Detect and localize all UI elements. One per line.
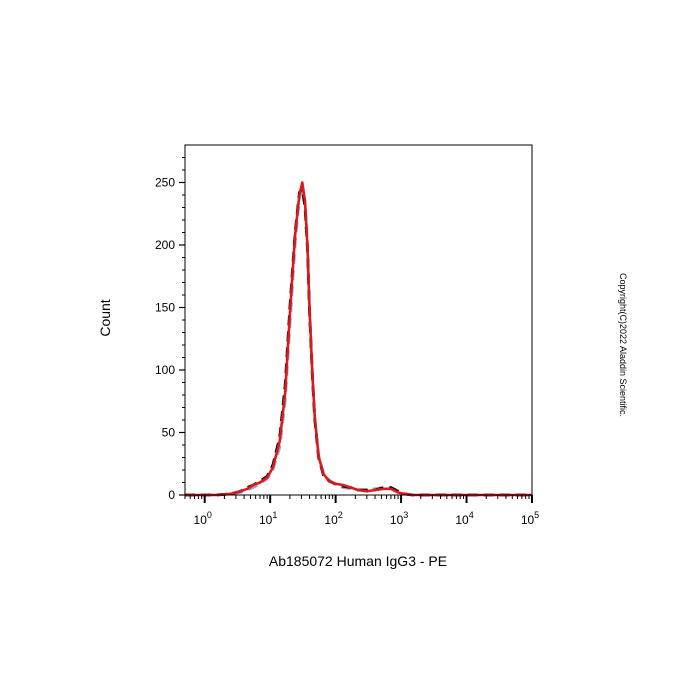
- x-tick-label: 101: [259, 510, 277, 527]
- y-tick-label: 50: [162, 426, 176, 440]
- x-tick-label: 103: [390, 510, 408, 527]
- x-tick-label: 104: [455, 510, 473, 527]
- series-lines: [185, 181, 532, 497]
- y-tick-label: 0: [168, 488, 175, 502]
- series-line-2: [185, 187, 532, 497]
- x-tick-label: 105: [521, 510, 539, 527]
- series-line-3: [185, 181, 532, 497]
- y-tick-label: 250: [155, 176, 175, 190]
- x-tick-label: 102: [324, 510, 342, 527]
- y-tick-label: 200: [155, 238, 175, 252]
- y-axis-title: Count: [97, 299, 113, 336]
- x-axis: 100 101 102 103 104 105: [184, 495, 539, 527]
- series-line-1: [185, 187, 532, 497]
- copyright-text: Copyright(C)2022 Aladdin Scientific.: [618, 273, 628, 417]
- y-tick-label: 150: [155, 301, 175, 315]
- x-axis-title: Ab185072 Human IgG3 - PE: [269, 553, 447, 569]
- plot-frame: [184, 144, 533, 496]
- y-tick-label: 100: [155, 363, 175, 377]
- x-tick-label: 100: [194, 510, 212, 527]
- y-axis: 0 50 100 150 200 250: [155, 157, 185, 502]
